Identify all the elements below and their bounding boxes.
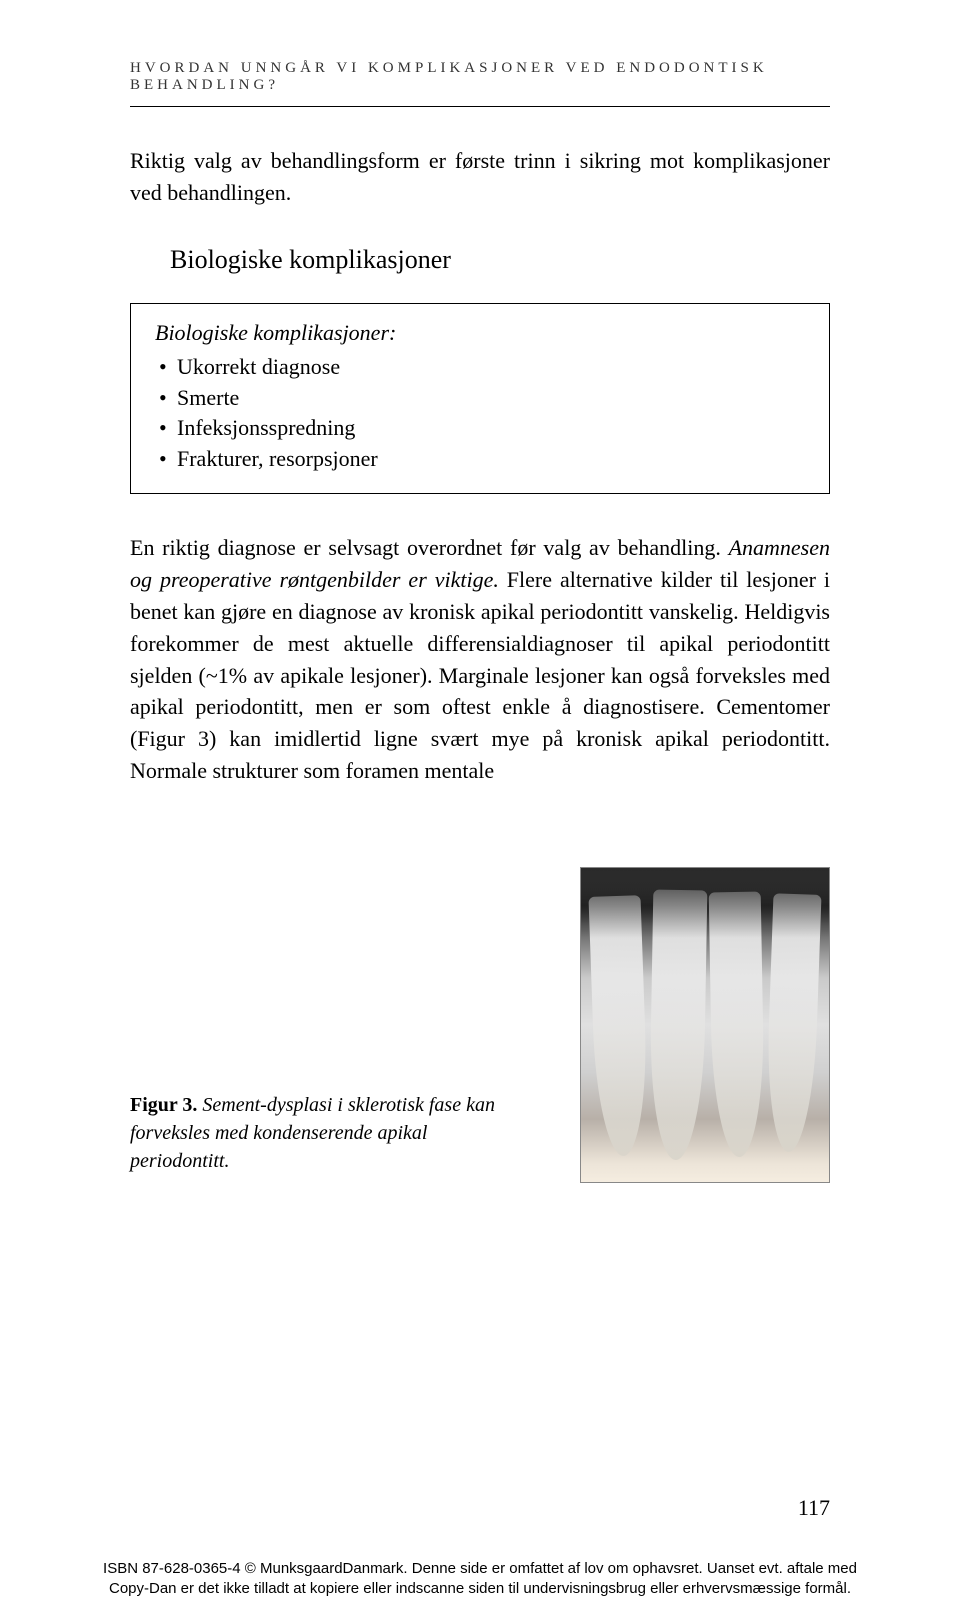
list-item: Infeksjonsspredning: [155, 413, 805, 444]
box-title: Biologiske komplikasjoner:: [155, 320, 805, 346]
body-text-2: Flere alternative kilder til lesjoner i …: [130, 567, 830, 783]
running-header: HVORDAN UNNGÅR VI KOMPLIKASJONER VED END…: [130, 60, 830, 94]
body-text-1: En riktig diagnose er selvsagt overordne…: [130, 535, 729, 560]
footer-line-2: Copy-Dan er det ikke tilladt at kopiere …: [30, 1579, 930, 1599]
xray-dark-overlay: [581, 868, 829, 938]
list-item: Frakturer, resorpsjoner: [155, 444, 805, 475]
list-item: Ukorrekt diagnose: [155, 352, 805, 383]
figure-section: Figur 3. Sement-dysplasi i sklerotisk fa…: [130, 867, 830, 1183]
page-number: 117: [798, 1495, 830, 1521]
complications-box: Biologiske komplikasjoner: Ukorrekt diag…: [130, 303, 830, 494]
copyright-footer: ISBN 87-628-0365-4 © MunksgaardDanmark. …: [0, 1559, 960, 1600]
box-list: Ukorrekt diagnose Smerte Infeksjonsspred…: [155, 352, 805, 475]
figure-caption: Figur 3. Sement-dysplasi i sklerotisk fa…: [130, 1091, 515, 1183]
figure-xray-image: [580, 867, 830, 1183]
section-heading: Biologiske komplikasjoner: [130, 245, 830, 275]
intro-paragraph: Riktig valg av behandlingsform er første…: [130, 145, 830, 209]
body-paragraph: En riktig diagnose er selvsagt overordne…: [130, 532, 830, 787]
list-item: Smerte: [155, 383, 805, 414]
figure-label: Figur 3.: [130, 1094, 197, 1116]
footer-line-1: ISBN 87-628-0365-4 © MunksgaardDanmark. …: [30, 1559, 930, 1579]
header-rule: [130, 106, 830, 107]
